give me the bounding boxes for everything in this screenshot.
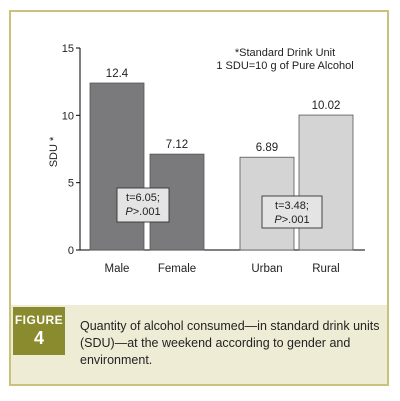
chart-bars: 12.4 Male 7.12 Female 6.89 Urban 10.02 Rural <box>89 68 354 275</box>
y-axis-label-mark: * <box>48 136 60 141</box>
y-tick-label: 15 <box>62 43 74 55</box>
y-tick-label: 5 <box>68 178 74 190</box>
y-tick-label: 0 <box>68 245 74 257</box>
footnote-line: 1 SDU=10 g of Pure Alcohol <box>216 60 353 72</box>
stat-box-p-letter: P <box>125 206 133 218</box>
stat-box-p-rest: >.001 <box>282 214 310 226</box>
x-tick-label: Female <box>158 263 196 275</box>
stat-box <box>116 187 170 223</box>
y-axis-label: SDU * <box>48 136 60 167</box>
data-label: 6.89 <box>256 142 278 154</box>
data-label: 10.02 <box>312 100 341 112</box>
bar-rural <box>298 114 354 251</box>
data-label: 7.12 <box>166 139 188 151</box>
stat-box <box>261 195 323 229</box>
x-tick-label: Rural <box>312 263 339 275</box>
y-tick-label: 10 <box>62 110 74 122</box>
figure-badge: FIGURE 4 <box>13 307 65 355</box>
stat-box-p-value: P>.001 <box>125 206 160 218</box>
caption-band <box>11 305 387 384</box>
stat-box-t-value: t=3.48; <box>275 200 309 212</box>
y-axis-label-text: SDU <box>48 141 60 167</box>
figure-word: FIGURE <box>14 313 64 327</box>
stat-box-t-value: t=6.05; <box>126 192 160 204</box>
x-tick-label: Male <box>105 263 130 275</box>
x-tick-label: Urban <box>251 263 282 275</box>
stat-box-p-rest: >.001 <box>133 206 161 218</box>
footnote-line: *Standard Drink Unit <box>235 47 335 59</box>
data-label: 12.4 <box>106 68 129 80</box>
figure-caption: Quantity of alcohol consumed—in standard… <box>80 319 380 367</box>
stat-box-p-letter: P <box>274 214 282 226</box>
bar-male <box>89 82 145 251</box>
figure-number: 4 <box>33 328 44 348</box>
stat-box-p-value: P>.001 <box>274 214 309 226</box>
